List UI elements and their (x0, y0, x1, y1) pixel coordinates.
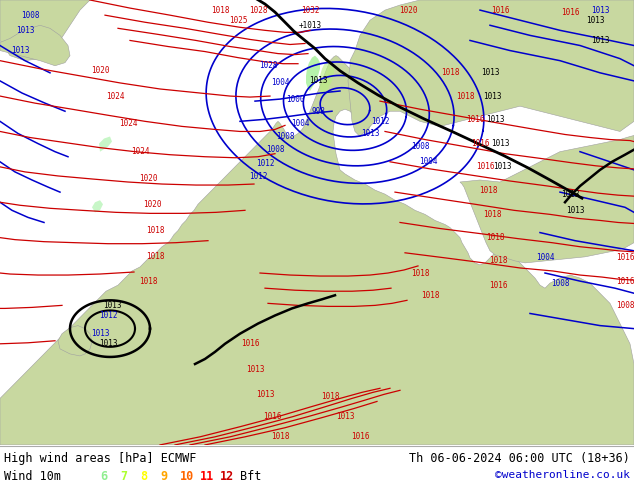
Polygon shape (348, 0, 634, 137)
Text: Bft: Bft (240, 470, 261, 483)
Text: 1008: 1008 (266, 145, 284, 154)
Text: 1000: 1000 (286, 95, 304, 103)
Text: 9: 9 (160, 470, 167, 483)
Polygon shape (0, 0, 90, 61)
Text: 1008: 1008 (551, 279, 569, 288)
Text: 1018: 1018 (146, 226, 164, 235)
Text: 1016: 1016 (491, 5, 509, 15)
Text: 1018: 1018 (271, 432, 289, 441)
Text: 1028: 1028 (249, 5, 268, 15)
Text: 1018: 1018 (441, 68, 459, 77)
Text: 1018: 1018 (411, 269, 429, 277)
Text: 1032: 1032 (301, 5, 320, 15)
Text: 1018: 1018 (489, 256, 507, 266)
Text: 998: 998 (311, 107, 325, 116)
Text: 1016: 1016 (466, 115, 484, 124)
Text: 1008: 1008 (21, 11, 39, 20)
Text: 1018: 1018 (482, 210, 501, 219)
Text: 1008: 1008 (411, 142, 429, 151)
Text: 1004: 1004 (271, 78, 289, 87)
Text: 1013: 1013 (560, 190, 579, 198)
Polygon shape (0, 56, 634, 445)
Text: 6: 6 (100, 470, 107, 483)
Text: ©weatheronline.co.uk: ©weatheronline.co.uk (495, 470, 630, 480)
Text: 1020: 1020 (143, 200, 161, 209)
Text: 1008: 1008 (616, 301, 634, 310)
Text: 1004: 1004 (536, 253, 554, 262)
Text: Th 06-06-2024 06:00 UTC (18+36): Th 06-06-2024 06:00 UTC (18+36) (409, 452, 630, 465)
Text: 1013: 1013 (482, 92, 501, 100)
Text: 1012: 1012 (249, 172, 268, 181)
Text: 1013: 1013 (491, 139, 509, 148)
Text: 1004: 1004 (291, 119, 309, 128)
Text: 1020: 1020 (91, 66, 109, 75)
Polygon shape (306, 56, 320, 91)
Text: 1013: 1013 (103, 301, 121, 310)
Text: 12: 12 (220, 470, 234, 483)
Polygon shape (460, 136, 634, 263)
Text: 1013: 1013 (493, 162, 511, 171)
Text: 1024: 1024 (131, 147, 149, 156)
Text: 1018: 1018 (486, 233, 504, 242)
Text: 1013: 1013 (16, 26, 34, 35)
Text: 11: 11 (200, 470, 214, 483)
Text: 1016: 1016 (471, 139, 489, 148)
Text: 1013: 1013 (486, 115, 504, 124)
Text: 1016: 1016 (241, 339, 259, 348)
Text: 1018: 1018 (139, 277, 157, 286)
Text: 1012: 1012 (256, 159, 275, 168)
Text: 1024: 1024 (119, 119, 137, 128)
Text: 1013: 1013 (566, 206, 585, 215)
Text: 8: 8 (140, 470, 147, 483)
Text: 1016: 1016 (476, 162, 495, 171)
Polygon shape (92, 200, 103, 212)
Text: 1025: 1025 (229, 16, 247, 24)
Text: 1013: 1013 (591, 5, 609, 15)
Text: 1016: 1016 (616, 253, 634, 262)
Polygon shape (58, 325, 92, 356)
Text: 1013: 1013 (246, 365, 264, 373)
Text: 1018: 1018 (210, 5, 230, 15)
Text: 1012: 1012 (99, 311, 117, 320)
Text: 1016: 1016 (616, 277, 634, 286)
Text: 1018: 1018 (479, 186, 497, 195)
Text: 1018: 1018 (321, 392, 339, 401)
Text: 1004: 1004 (418, 157, 437, 166)
Text: 1013: 1013 (361, 129, 379, 138)
Text: 1020: 1020 (139, 174, 157, 183)
Text: 1008: 1008 (276, 132, 294, 141)
Text: 1013: 1013 (11, 46, 29, 55)
Polygon shape (99, 137, 112, 152)
Text: 1013: 1013 (99, 339, 117, 348)
Polygon shape (0, 25, 70, 66)
Text: 1024: 1024 (106, 92, 124, 100)
Text: 1013: 1013 (586, 16, 604, 24)
Text: High wind areas [hPa] ECMWF: High wind areas [hPa] ECMWF (4, 452, 197, 465)
Text: 1018: 1018 (456, 92, 474, 100)
Text: 10: 10 (180, 470, 194, 483)
Text: 1013: 1013 (256, 390, 275, 399)
Text: 1016: 1016 (560, 8, 579, 17)
Text: 7: 7 (120, 470, 127, 483)
Text: 1012: 1012 (371, 117, 389, 126)
Text: 1018: 1018 (146, 252, 164, 261)
Text: 1016: 1016 (262, 412, 281, 421)
Text: 1020: 1020 (399, 5, 417, 15)
Text: Wind 10m: Wind 10m (4, 470, 61, 483)
Text: 1013: 1013 (336, 412, 354, 421)
Text: 1016: 1016 (489, 281, 507, 290)
Text: 1013: 1013 (481, 68, 499, 77)
Text: 1013: 1013 (91, 329, 109, 338)
Text: 1013: 1013 (591, 36, 609, 45)
Text: 1028: 1028 (259, 61, 277, 70)
Text: 1018: 1018 (421, 291, 439, 300)
Text: 1016: 1016 (351, 432, 369, 441)
Text: +1013: +1013 (299, 21, 321, 30)
Polygon shape (319, 61, 334, 96)
Text: 1013: 1013 (309, 76, 327, 85)
